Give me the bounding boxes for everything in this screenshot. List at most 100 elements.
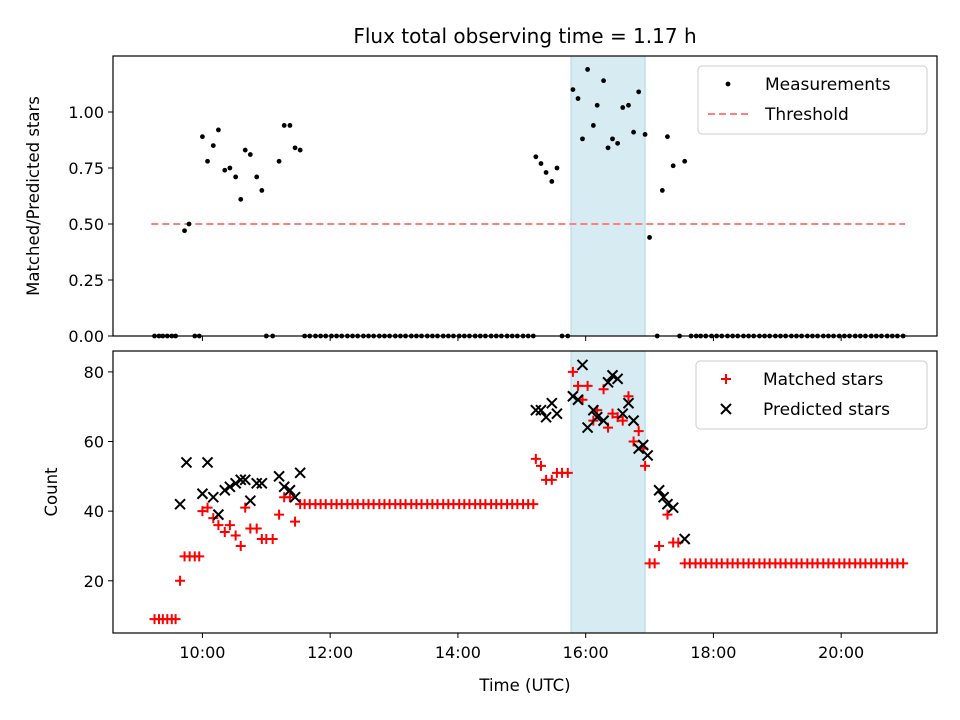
data-point [235, 474, 247, 486]
data-point [294, 467, 306, 479]
data-point [205, 158, 210, 164]
data-point [631, 129, 636, 135]
data-point [572, 394, 584, 406]
axes-frame [112, 55, 938, 337]
data-point [186, 221, 192, 227]
data-point [647, 235, 652, 240]
data-point [284, 492, 295, 503]
data-point [244, 494, 257, 507]
data-point [606, 369, 619, 382]
data-point [200, 134, 205, 140]
data-point [562, 467, 573, 478]
data-point [546, 397, 558, 409]
data-point [659, 188, 665, 193]
y-axis-label: Matched/Predicted stars [24, 96, 43, 296]
data-point [575, 96, 581, 101]
data-point [535, 460, 546, 471]
chart-title: Flux total observing time = 1.17 h [353, 24, 696, 48]
x-tick-label: 16:00 [563, 643, 609, 662]
data-point [208, 513, 219, 524]
data-point [175, 575, 186, 586]
y-tick-label: 60 [84, 433, 104, 452]
data-point [238, 196, 244, 202]
data-point [623, 391, 634, 402]
legend-box [697, 65, 928, 135]
data-point [273, 470, 285, 483]
data-point [615, 140, 621, 146]
data-point [587, 404, 600, 416]
data-point [174, 498, 186, 510]
data-point [239, 474, 251, 486]
data-point [626, 102, 631, 108]
data-point [170, 614, 181, 625]
data-point [284, 484, 296, 496]
y-axis-label: Count [42, 467, 61, 517]
data-point [530, 404, 542, 416]
x-tick-label: 12:00 [307, 643, 353, 662]
data-point [242, 147, 248, 153]
data-point [259, 188, 265, 193]
data-point [678, 533, 691, 545]
data-point [637, 439, 649, 451]
data-point [235, 540, 246, 551]
data-point [213, 520, 224, 531]
data-point [667, 501, 679, 514]
data-point [540, 411, 552, 423]
data-point [597, 414, 610, 427]
data-point [538, 161, 544, 166]
y-tick-label: 0.00 [68, 327, 104, 346]
data-point [182, 228, 187, 234]
data-point [670, 163, 676, 169]
data-point [256, 477, 268, 490]
data-point [290, 516, 301, 527]
data-point [233, 174, 239, 180]
data-point [628, 436, 639, 447]
data-point [215, 127, 221, 133]
data-point [219, 527, 230, 538]
y-tick-label: 0.50 [68, 215, 104, 234]
data-point [224, 481, 236, 493]
data-point [554, 165, 560, 171]
data-point [281, 123, 287, 128]
highlight-span [570, 350, 646, 634]
data-point [202, 502, 213, 513]
top-panel: 0.00 0.25 0.50 0.75 1.00 Matched/Predicted st… [24, 55, 938, 346]
data-point [278, 481, 290, 493]
data-point [297, 147, 303, 153]
data-point [287, 123, 293, 128]
data-point [267, 534, 278, 544]
data-point [194, 551, 205, 562]
data-point [590, 123, 596, 128]
legend-label: Threshold [764, 105, 849, 125]
data-point [611, 373, 624, 385]
data-point [610, 136, 615, 142]
data-point [224, 520, 235, 531]
data-point [576, 359, 589, 371]
data-point [546, 474, 557, 485]
data-point [180, 456, 193, 469]
data-point [585, 67, 590, 72]
data-point [251, 477, 263, 490]
y-tick-label: 40 [84, 502, 104, 521]
x-tick-label: 20:00 [818, 643, 864, 662]
data-point [276, 158, 282, 164]
legend-label: Predicted stars [763, 400, 890, 420]
data-point [210, 143, 216, 149]
legend-label: Measurements [765, 75, 891, 95]
data-point [617, 407, 629, 420]
legend-box [695, 360, 928, 430]
data-point [581, 421, 594, 434]
data-point [567, 366, 578, 377]
data-point [602, 376, 614, 389]
data-point [627, 414, 640, 427]
data-point [197, 506, 208, 517]
data-point [612, 412, 623, 423]
legend: Matched stars Predicted stars [695, 360, 928, 430]
data-point [570, 87, 576, 92]
data-point [212, 508, 225, 521]
data-point [227, 165, 233, 171]
data-point [594, 102, 600, 108]
data-point [543, 170, 549, 175]
data-point [573, 380, 584, 391]
data-point [528, 499, 539, 510]
